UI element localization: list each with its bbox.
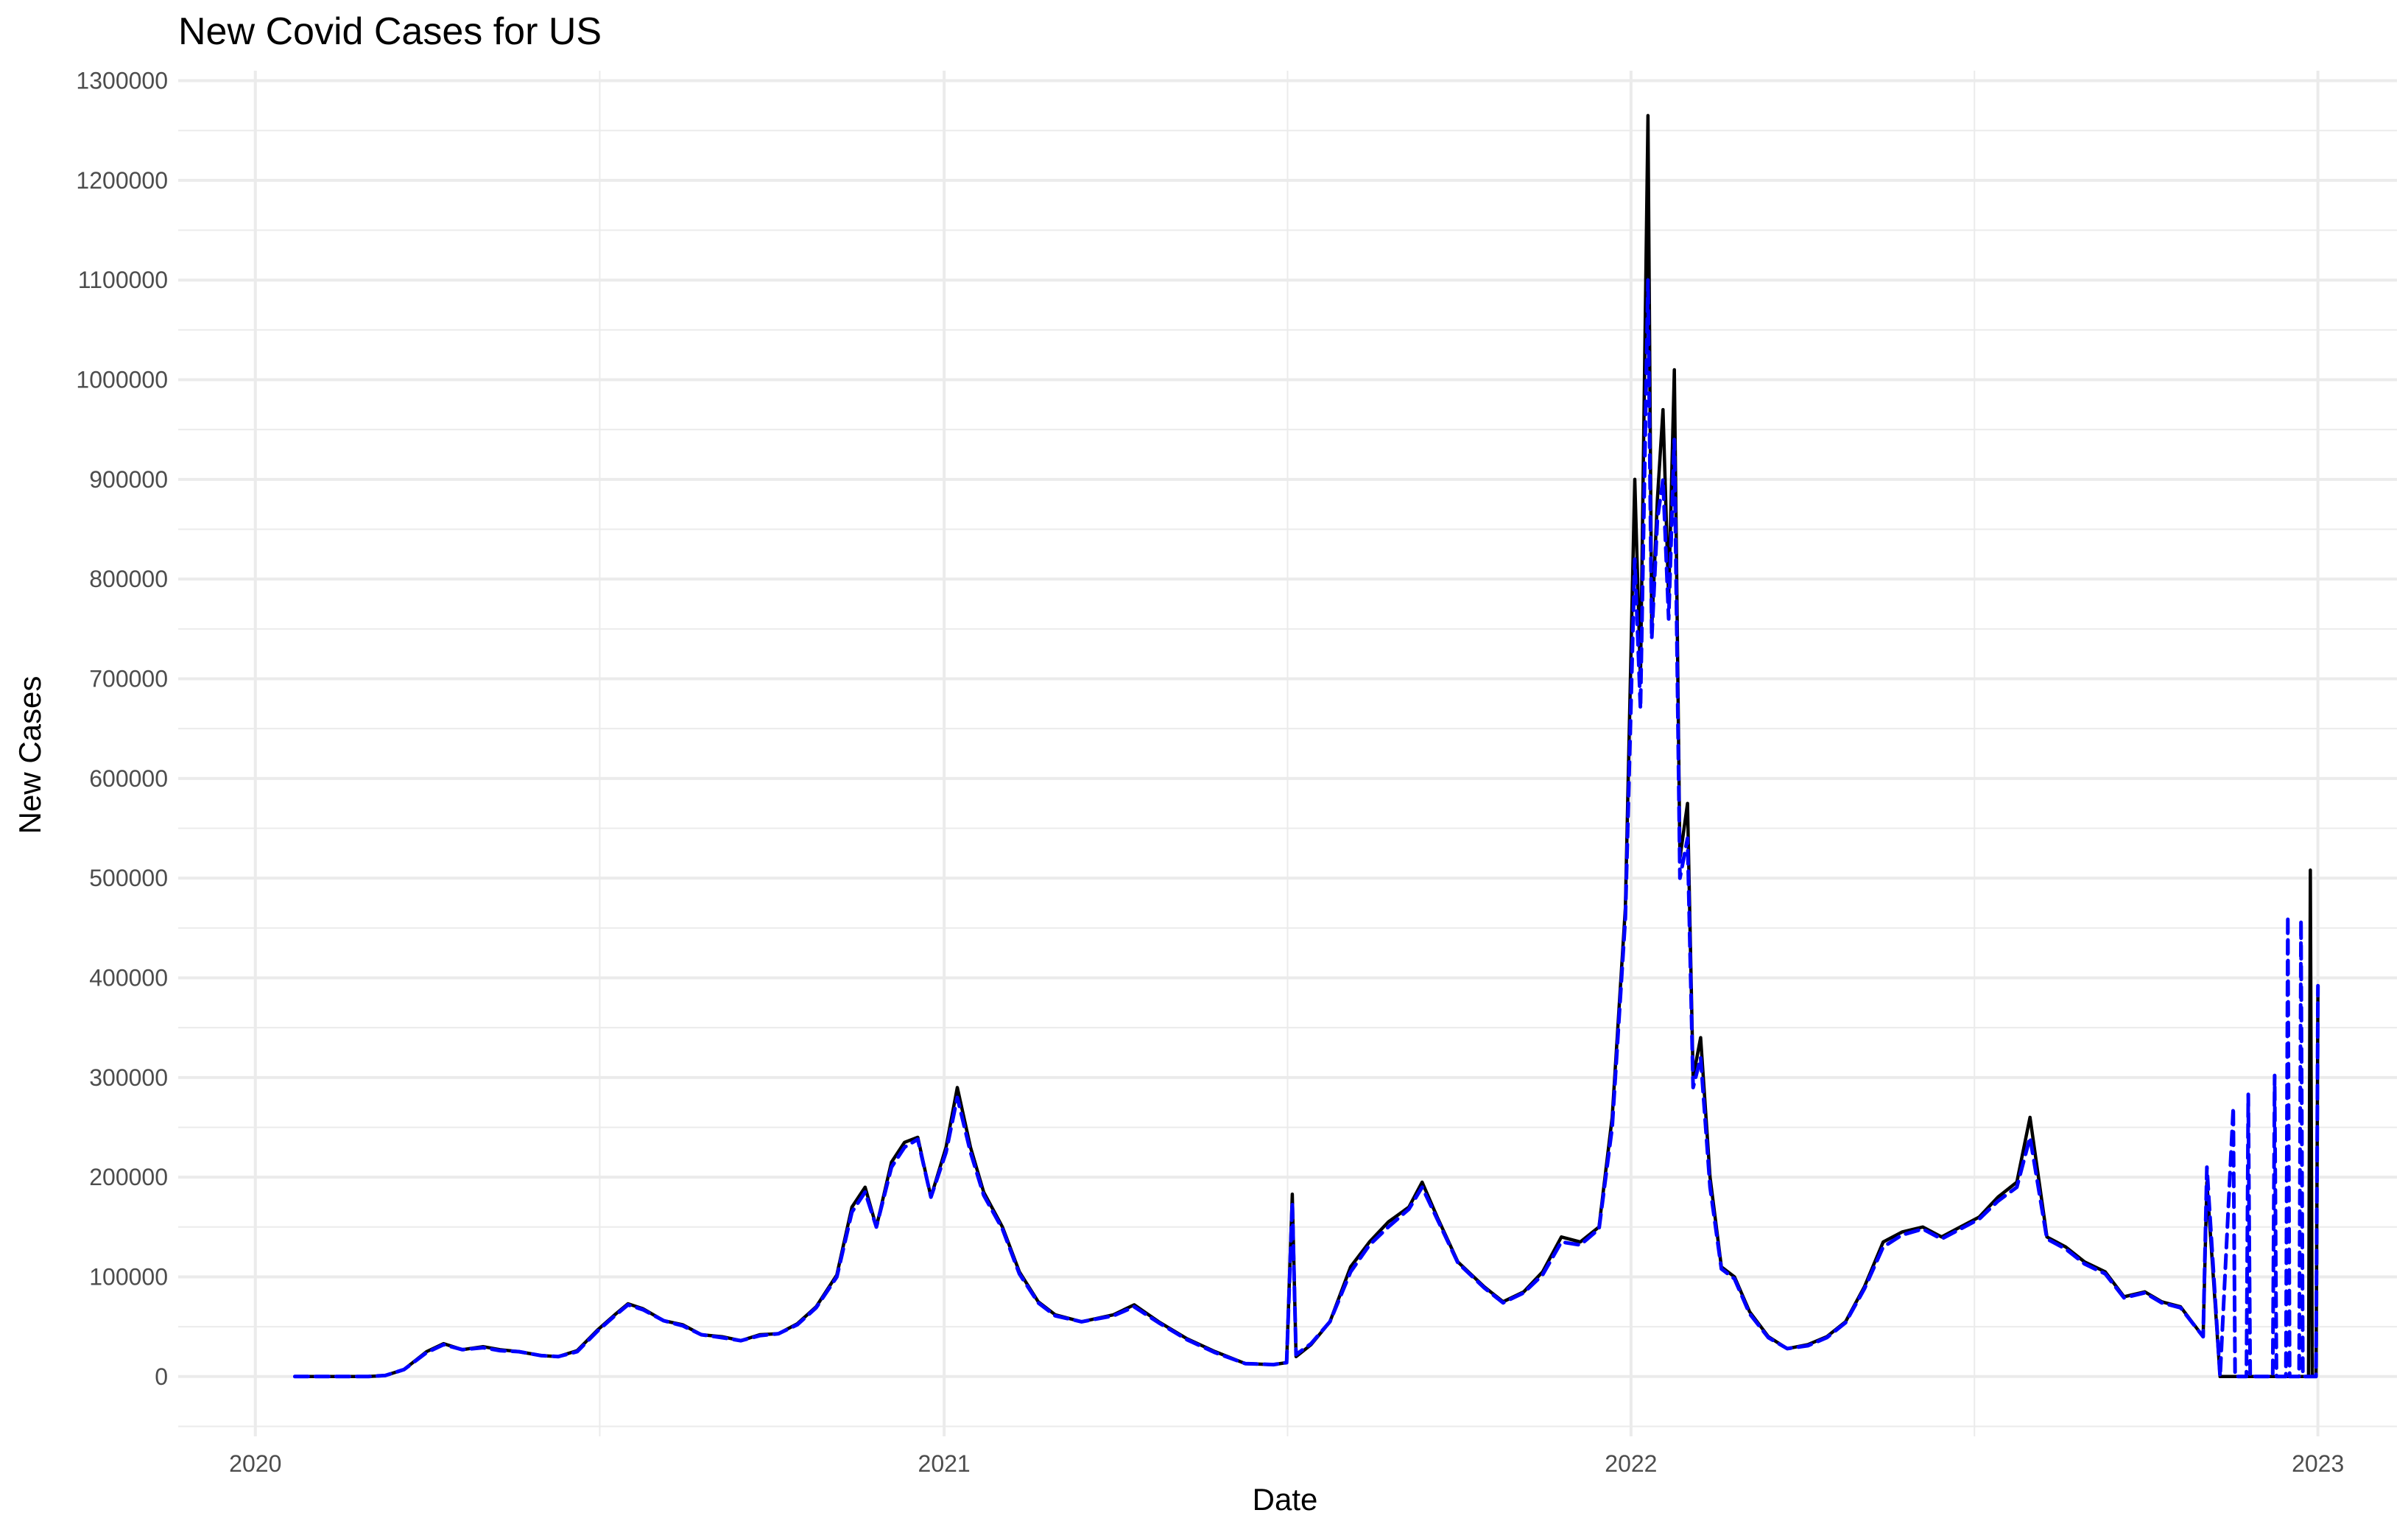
y-tick-label: 300000	[89, 1064, 168, 1091]
x-tick-label: 2022	[1605, 1450, 1657, 1477]
y-tick-label: 500000	[89, 865, 168, 891]
y-tick-label: 100000	[89, 1263, 168, 1290]
y-tick-label: 1300000	[76, 68, 168, 94]
grid-layer	[178, 71, 2397, 1436]
series-layer	[292, 113, 2320, 1379]
y-tick-label: 800000	[89, 566, 168, 592]
x-axis-title: Date	[1253, 1482, 1318, 1517]
y-tick-label: 600000	[89, 765, 168, 792]
y-tick-label: 900000	[89, 466, 168, 493]
y-tick-label: 0	[155, 1363, 168, 1390]
axis-layer: 0 100000 200000 300000 400000 500000 600000 700…	[76, 68, 2344, 1477]
y-tick-label: 1200000	[76, 167, 168, 194]
x-tick-label: 2020	[229, 1450, 281, 1477]
y-tick-label: 1100000	[78, 267, 168, 293]
y-tick-label: 400000	[89, 964, 168, 991]
chart-title: New Covid Cases for US	[178, 10, 602, 53]
x-tick-label: 2023	[2292, 1450, 2344, 1477]
y-tick-label: 200000	[89, 1164, 168, 1190]
y-axis-title: New Cases	[13, 676, 47, 835]
y-tick-label: 700000	[89, 666, 168, 692]
y-tick-label: 1000000	[76, 367, 168, 393]
x-tick-label: 2021	[918, 1450, 971, 1477]
series-line-dashed	[292, 278, 2320, 1379]
